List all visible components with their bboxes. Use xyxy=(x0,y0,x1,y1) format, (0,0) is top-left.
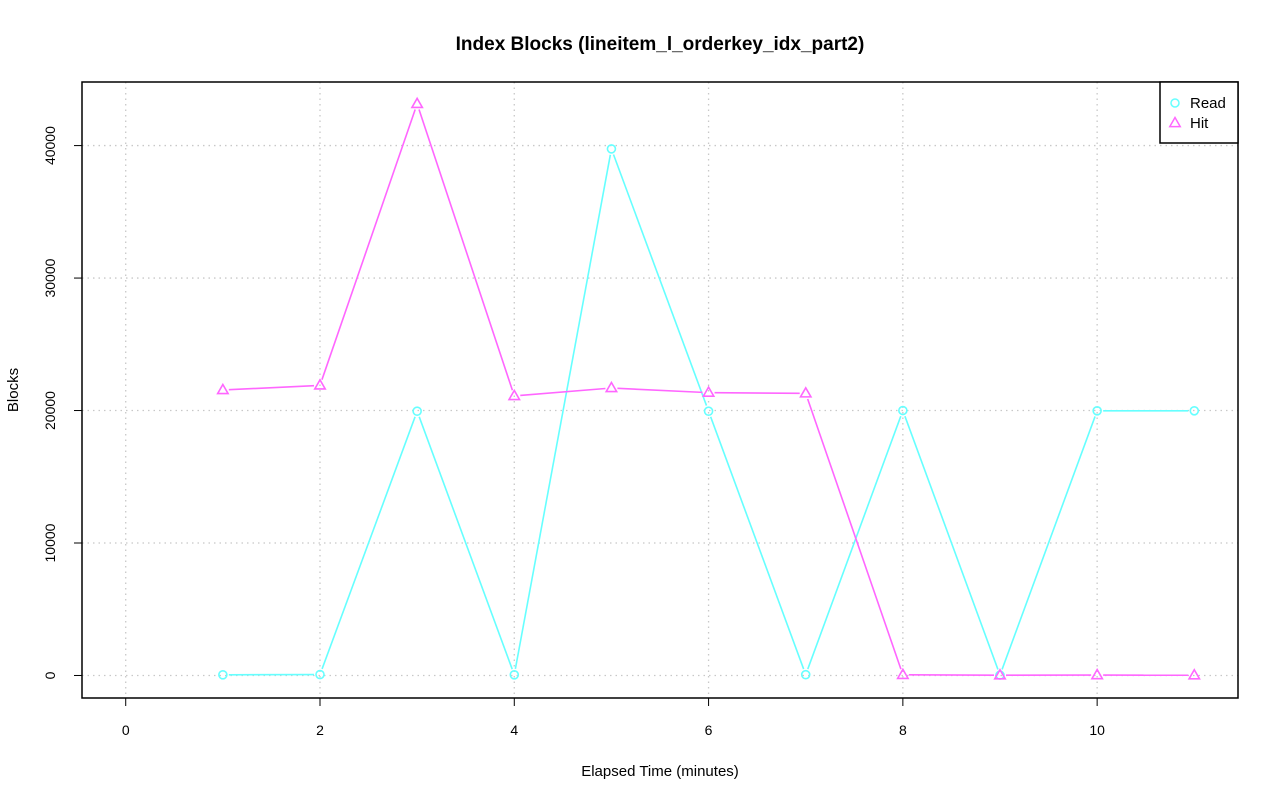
data-point-read xyxy=(606,144,617,154)
legend-label-read: Read xyxy=(1190,95,1226,112)
x-tick-label: 10 xyxy=(1089,722,1105,738)
plot-frame xyxy=(81,81,1239,699)
axis-layer: 0 2 4 6 8 10 0 10000 20000 30000 40000 xyxy=(42,126,1105,738)
data-point-hit xyxy=(216,382,230,395)
series-line-read xyxy=(514,154,612,670)
data-point-hit xyxy=(410,96,424,109)
series-line-hit xyxy=(228,384,315,391)
series-line-read xyxy=(807,415,902,670)
series-line-read xyxy=(709,416,805,670)
data-point-hit xyxy=(1090,667,1104,680)
series-line-read xyxy=(321,416,416,670)
series-line-hit xyxy=(617,387,703,394)
series-layer xyxy=(216,96,1201,680)
series-line-read xyxy=(904,415,999,670)
data-point-read xyxy=(218,670,228,680)
data-point-hit xyxy=(604,380,619,393)
data-point-read xyxy=(800,669,811,680)
y-tick-label: 20000 xyxy=(42,391,58,430)
data-point-read xyxy=(1092,405,1102,416)
y-axis-label: Blocks xyxy=(5,368,22,412)
x-axis-label: Elapsed Time (minutes) xyxy=(581,763,739,780)
series-line-hit xyxy=(418,109,514,391)
legend: Read Hit xyxy=(1159,81,1239,144)
x-tick-label: 2 xyxy=(316,722,324,738)
legend-label-hit: Hit xyxy=(1190,115,1209,132)
data-point-hit xyxy=(507,388,521,401)
series-line-read xyxy=(1001,416,1096,670)
data-point-read xyxy=(1189,405,1200,416)
series-line-read xyxy=(418,416,513,670)
data-point-read xyxy=(898,405,908,416)
y-tick-label: 40000 xyxy=(42,126,58,165)
data-point-read xyxy=(703,406,714,416)
legend-marker-hit xyxy=(1168,115,1182,128)
data-point-read xyxy=(412,406,422,416)
legend-box xyxy=(1159,81,1239,144)
x-tick-label: 4 xyxy=(510,722,518,738)
data-point-read xyxy=(315,669,325,680)
chart-title: Index Blocks (lineitem_l_orderkey_idx_pa… xyxy=(456,34,865,55)
data-point-read xyxy=(509,670,520,680)
x-tick-label: 0 xyxy=(122,722,130,738)
data-point-hit xyxy=(896,667,910,680)
x-tick-label: 6 xyxy=(705,722,713,738)
series-line-read xyxy=(612,154,708,406)
series-line-hit xyxy=(806,398,902,670)
y-tick-label: 30000 xyxy=(42,258,58,297)
series-line-hit xyxy=(520,387,606,397)
data-point-hit xyxy=(799,386,813,398)
series-line-hit xyxy=(714,391,800,395)
data-point-hit xyxy=(993,668,1007,680)
y-tick-label: 10000 xyxy=(42,523,58,562)
y-tick-label: 0 xyxy=(42,671,58,679)
data-point-hit xyxy=(1187,668,1201,680)
series-line-hit xyxy=(321,109,416,380)
x-tick-label: 8 xyxy=(899,722,907,738)
data-point-hit xyxy=(701,385,716,398)
legend-marker-read xyxy=(1170,98,1180,108)
data-point-hit xyxy=(313,378,327,390)
